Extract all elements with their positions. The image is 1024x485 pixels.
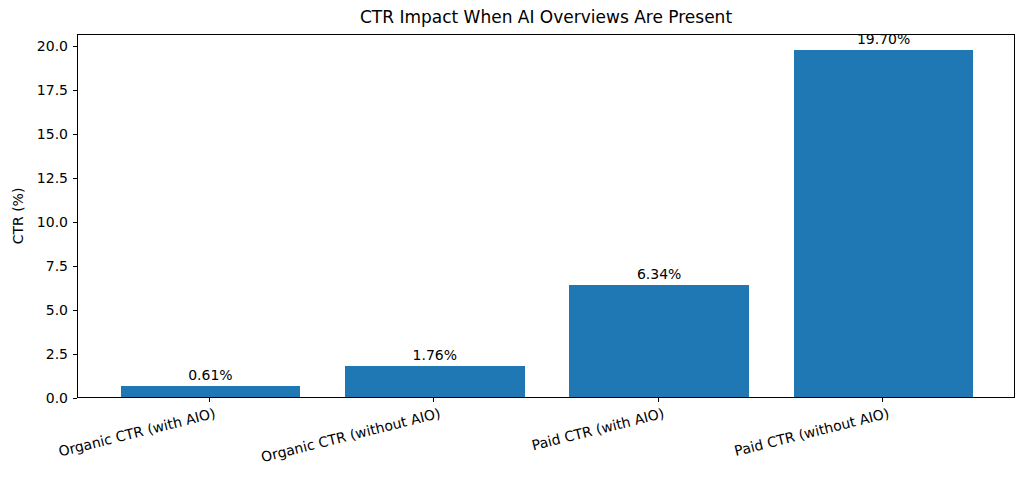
y-tick-label: 17.5	[0, 82, 68, 98]
bar-value-label: 6.34%	[589, 266, 729, 282]
y-tick-label: 2.5	[0, 346, 68, 362]
bar-value-label: 1.76%	[365, 347, 505, 363]
y-tick-mark	[73, 310, 77, 311]
x-tick-label: Organic CTR (with AIO)	[57, 405, 218, 460]
y-tick-mark	[73, 222, 77, 223]
y-tick-label: 0.0	[0, 390, 68, 406]
x-tick-mark	[882, 398, 883, 402]
bar	[345, 366, 525, 397]
ctr-bar-chart-figure: CTR Impact When AI Overviews Are Present…	[0, 0, 1024, 485]
x-tick-mark	[209, 398, 210, 402]
y-tick-label: 15.0	[0, 126, 68, 142]
bar	[121, 386, 301, 397]
plot-area: 0.61% 1.76% 6.34% 19.70%	[77, 34, 1015, 398]
x-tick-mark	[658, 398, 659, 402]
y-tick-label: 5.0	[0, 302, 68, 318]
x-tick-label: Paid CTR (with AIO)	[530, 405, 666, 454]
y-tick-mark	[73, 90, 77, 91]
bar-value-label: 19.70%	[814, 31, 954, 47]
y-tick-mark	[73, 266, 77, 267]
y-tick-mark	[73, 398, 77, 399]
y-tick-label: 7.5	[0, 258, 68, 274]
y-tick-mark	[73, 46, 77, 47]
x-tick-label: Organic CTR (without AIO)	[259, 405, 442, 466]
bar	[794, 50, 974, 397]
bar-value-label: 0.61%	[140, 367, 280, 383]
y-tick-mark	[73, 134, 77, 135]
y-tick-label: 20.0	[0, 38, 68, 54]
y-tick-mark	[73, 354, 77, 355]
y-tick-mark	[73, 178, 77, 179]
chart-title: CTR Impact When AI Overviews Are Present	[77, 7, 1015, 27]
x-tick-mark	[433, 398, 434, 402]
x-tick-label: Paid CTR (without AIO)	[732, 405, 890, 460]
bar	[569, 285, 749, 397]
y-tick-label: 10.0	[0, 214, 68, 230]
y-tick-label: 12.5	[0, 170, 68, 186]
